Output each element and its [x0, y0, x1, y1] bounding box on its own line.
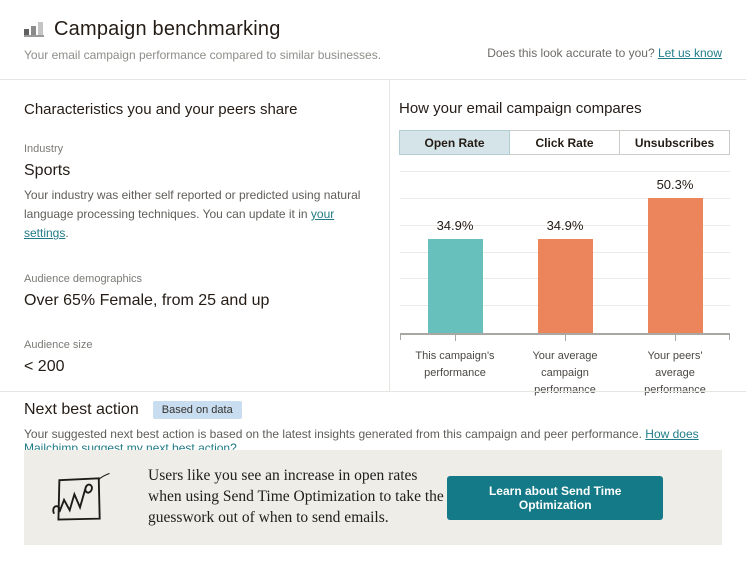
- tab-open-rate[interactable]: Open Rate: [399, 130, 510, 155]
- bar-value-label: 50.3%: [656, 177, 694, 193]
- axis-tick: [564, 335, 566, 341]
- gridline: [400, 197, 730, 199]
- x-axis: [400, 333, 730, 340]
- your-settings-link[interactable]: your settings: [24, 207, 335, 241]
- compare-heading: How your email campaign compares: [399, 100, 642, 117]
- compare-panel: How your email campaign compares Open Ra…: [390, 80, 746, 396]
- based-on-data-badge: Based on data: [152, 401, 242, 419]
- accuracy-prompt-text: Does this look accurate to you?: [487, 46, 658, 60]
- bar-group: 34.9%: [510, 172, 620, 333]
- page-subtitle: Your email campaign performance compared…: [24, 48, 382, 62]
- page-header: Campaign benchmarking Your email campaig…: [0, 0, 746, 80]
- demographics-label: Audience demographics: [24, 272, 143, 285]
- industry-note-period: .: [65, 226, 69, 241]
- tick-cell: [510, 335, 620, 341]
- chart-bars: 34.9% 34.9% 50.3%: [400, 172, 730, 333]
- tab-click-rate[interactable]: Click Rate: [509, 130, 620, 155]
- send-time-optimization-card: Users like you see an increase in open r…: [24, 450, 722, 545]
- category-label: This campaign's performance: [415, 350, 495, 380]
- bar: [537, 239, 593, 333]
- chart-plot-area: 34.9% 34.9% 50.3%: [400, 171, 730, 333]
- x-axis-ticks: [400, 335, 730, 341]
- tick-cell: [400, 335, 510, 341]
- axis-tick: [454, 335, 456, 341]
- bar-group: 50.3%: [620, 172, 730, 333]
- card-message: Users like you see an increase in open r…: [148, 467, 444, 526]
- audience-size-value: < 200: [24, 357, 65, 375]
- audience-size-label: Audience size: [24, 338, 93, 351]
- industry-note-text: Your industry was either self reported o…: [24, 188, 361, 222]
- gridline: [400, 171, 730, 172]
- learn-send-time-optimization-button[interactable]: Learn about Send Time Optimization: [447, 475, 663, 520]
- characteristics-panel: Characteristics you and your peers share…: [0, 80, 390, 391]
- characteristics-heading: Characteristics you and your peers share: [24, 101, 298, 118]
- sketch-line-chart-icon: [52, 472, 110, 521]
- bar-group: 34.9%: [400, 172, 510, 333]
- next-best-action-section: Next best action Based on data Your sugg…: [0, 391, 746, 455]
- gridline: [400, 224, 730, 226]
- nba-description-text: Your suggested next best action is based…: [24, 427, 646, 441]
- bar: [427, 239, 483, 333]
- industry-label: Industry: [24, 143, 64, 155]
- industry-note: Your industry was either self reported o…: [24, 186, 363, 244]
- industry-value: Sports: [24, 162, 71, 179]
- bar-value-label: 34.9%: [436, 218, 474, 234]
- metric-tabs: Open Rate Click Rate Unsubscribes: [399, 130, 730, 155]
- accuracy-prompt: Does this look accurate to you? Let us k…: [487, 46, 722, 60]
- axis-tick: [674, 335, 676, 341]
- category-label: Your average campaign performance: [532, 350, 598, 397]
- tab-unsubscribes[interactable]: Unsubscribes: [619, 130, 730, 155]
- page-title: Campaign benchmarking: [54, 18, 281, 40]
- demographics-value: Over 65% Female, from 25 and up: [24, 291, 270, 309]
- bar-chart: 34.9% 34.9% 50.3% This campaign's performa…: [400, 171, 730, 399]
- let-us-know-link[interactable]: Let us know: [657, 46, 722, 60]
- x-axis-labels: This campaign's performance Your average …: [400, 348, 730, 399]
- next-best-action-heading: Next best action: [24, 401, 139, 418]
- tick-cell: [620, 335, 730, 341]
- bar: [647, 198, 703, 333]
- bar-value-label: 34.9%: [546, 218, 584, 234]
- category-label: Your peers' average performance: [644, 350, 706, 397]
- bar-chart-icon: [24, 21, 44, 37]
